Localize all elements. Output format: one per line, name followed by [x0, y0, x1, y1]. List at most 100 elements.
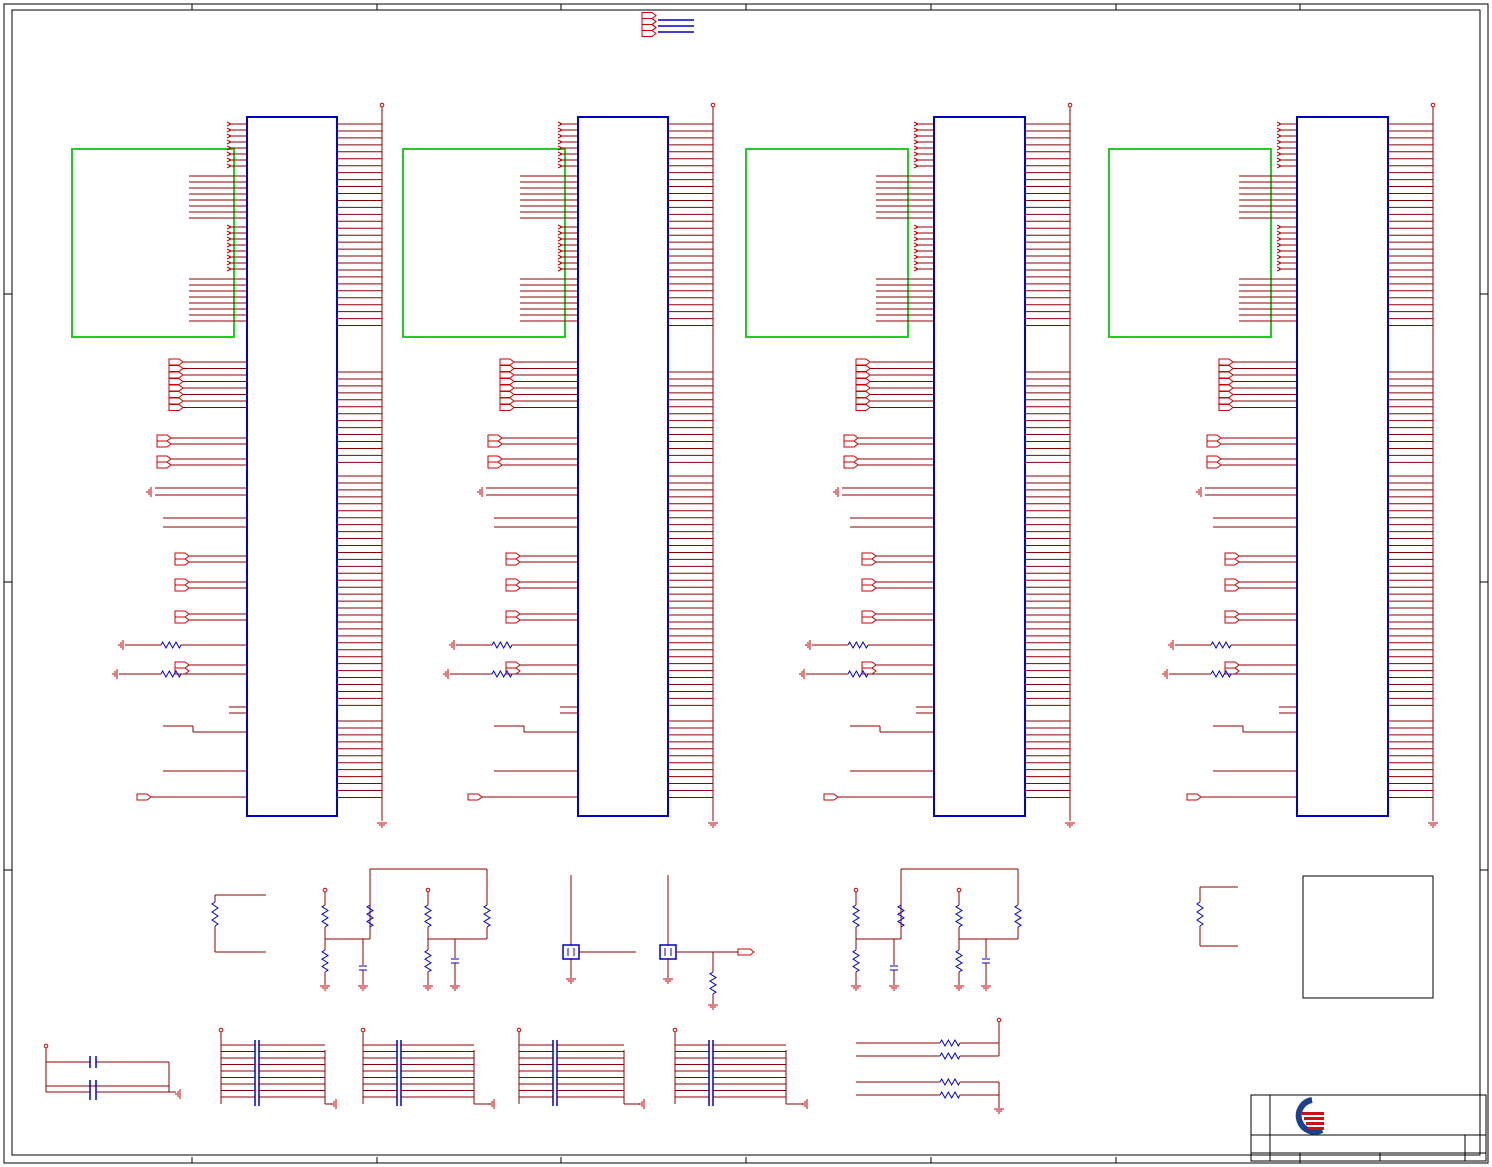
ground-icon	[1428, 822, 1438, 828]
resistor-icon	[321, 949, 329, 973]
power-node-icon	[1067, 102, 1073, 108]
net-port-icon	[1224, 661, 1240, 669]
net-port-icon	[737, 948, 755, 956]
net-port-icon	[505, 610, 521, 618]
net-port-icon	[505, 558, 521, 566]
pin-marker-icon	[913, 260, 920, 266]
net-port-icon	[1218, 358, 1234, 366]
net-port-icon	[641, 30, 657, 37]
pin-marker-icon	[1276, 236, 1283, 242]
net-port-icon	[843, 455, 859, 463]
pin-marker-icon	[226, 248, 233, 254]
net-port-icon	[1218, 365, 1234, 372]
pin-marker-icon	[913, 224, 920, 230]
net-port-icon	[861, 584, 877, 592]
resistor-icon	[1210, 669, 1232, 679]
pin-marker-icon	[1276, 163, 1283, 169]
ground-icon	[708, 1004, 718, 1010]
net-port-icon	[1206, 455, 1222, 463]
net-port-icon	[156, 440, 172, 448]
ground-icon	[331, 1099, 337, 1109]
net-port-icon	[168, 365, 184, 372]
pin-marker-icon	[557, 157, 564, 163]
title-block-frame	[1250, 1094, 1487, 1162]
resistor-icon	[1196, 901, 1204, 927]
bottom-circuits	[43, 868, 1238, 1114]
ground-icon	[489, 1099, 495, 1109]
pin-marker-icon	[557, 236, 564, 242]
net-port-icon	[499, 378, 515, 385]
net-port-icon	[174, 661, 190, 669]
net-port-icon	[499, 358, 515, 366]
net-port-icon	[1218, 378, 1234, 385]
resistor-icon	[897, 904, 905, 928]
resistor-icon	[160, 640, 182, 650]
net-port-icon	[1224, 552, 1240, 560]
transistor-icon	[562, 944, 580, 960]
net-port-icon	[499, 384, 515, 392]
resistor-icon	[211, 901, 219, 927]
pin-marker-icon	[1276, 260, 1283, 266]
ground-icon	[320, 985, 330, 991]
pin-marker-icon	[913, 151, 920, 157]
pin-marker-icon	[1276, 254, 1283, 260]
net-port-icon	[168, 378, 184, 385]
resistor-icon	[939, 1077, 961, 1087]
pin-marker-icon	[226, 151, 233, 157]
pin-marker-icon	[913, 266, 920, 272]
resistor-icon	[424, 949, 432, 973]
pin-marker-icon	[1276, 224, 1283, 230]
net-port-icon	[505, 578, 521, 586]
power-node-icon	[360, 1027, 366, 1033]
net-port-icon	[168, 384, 184, 392]
ground-icon	[358, 985, 368, 991]
ground-icon	[1162, 669, 1168, 679]
resistor-icon	[852, 949, 860, 973]
pin-marker-icon	[913, 230, 920, 236]
net-port-icon	[855, 378, 871, 385]
pin-marker-icon	[557, 242, 564, 248]
net-port-icon	[168, 404, 184, 411]
pin-marker-icon	[226, 145, 233, 151]
net-port-icon	[499, 371, 515, 379]
ground-icon	[112, 669, 118, 679]
net-port-icon	[861, 616, 877, 624]
pin-marker-icon	[1276, 242, 1283, 248]
net-port-icon	[499, 397, 515, 405]
ic-body	[577, 116, 669, 817]
title-block	[1250, 1094, 1487, 1162]
power-node-icon	[956, 887, 962, 893]
notes-box	[1302, 875, 1434, 999]
net-port-icon	[855, 404, 871, 411]
net-port-icon	[487, 455, 503, 463]
pin-marker-icon	[913, 145, 920, 151]
annotation-box	[71, 148, 235, 338]
net-port-icon	[156, 434, 172, 442]
ground-icon	[833, 487, 839, 497]
net-port-icon	[505, 661, 521, 669]
pin-marker-icon	[226, 224, 233, 230]
ground-icon	[118, 640, 124, 650]
pin-marker-icon	[226, 254, 233, 260]
ic-body	[933, 116, 1026, 817]
resistor-icon	[709, 971, 717, 995]
pin-marker-icon	[226, 266, 233, 272]
annotation-box	[402, 148, 566, 338]
net-port-icon	[843, 461, 859, 469]
ground-icon	[449, 640, 455, 650]
net-port-icon	[641, 18, 657, 25]
resistor-icon	[847, 640, 869, 650]
ground-icon	[1196, 487, 1202, 497]
net-port-icon	[1218, 404, 1234, 411]
resistor-icon	[939, 1038, 961, 1048]
ground-icon	[994, 1108, 1004, 1114]
net-port-icon	[641, 24, 657, 31]
net-port-icon	[1224, 610, 1240, 618]
top-net-connectors	[641, 12, 694, 37]
resistor-icon	[847, 669, 869, 679]
resistor-icon	[366, 904, 374, 928]
zone-ticks	[4, 4, 1488, 1163]
transistor-body	[659, 944, 677, 960]
pin-marker-icon	[913, 127, 920, 133]
